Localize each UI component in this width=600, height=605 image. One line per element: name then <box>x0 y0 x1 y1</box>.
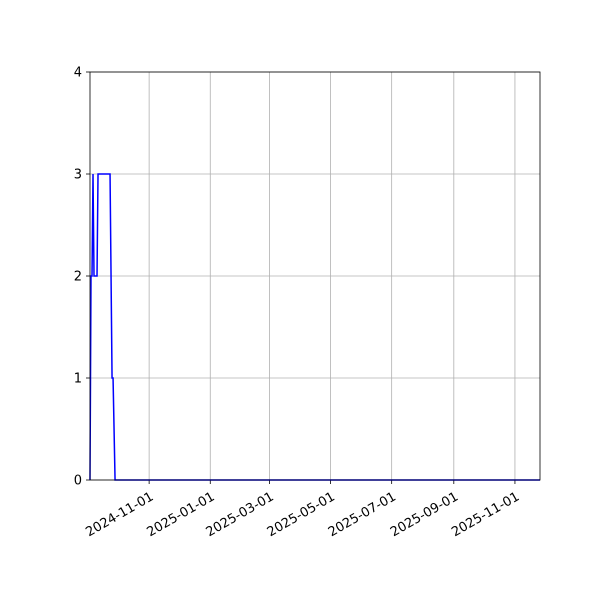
x-tick-label: 2025-07-01 <box>326 489 399 540</box>
y-tick-label: 0 <box>74 474 82 489</box>
x-tick-label: 2025-11-01 <box>449 489 522 540</box>
x-tick-label: 2025-03-01 <box>204 489 277 540</box>
y-tick-label: 4 <box>74 66 82 81</box>
x-tick-label: 2025-09-01 <box>388 489 461 540</box>
x-tick-label: 2025-05-01 <box>265 489 338 540</box>
y-tick-label: 3 <box>74 168 82 183</box>
series-line <box>89 173 540 481</box>
y-tick-label: 2 <box>74 270 82 285</box>
x-tick-label: 2024-11-01 <box>83 489 156 540</box>
y-tick-label: 1 <box>74 372 82 387</box>
plot-frame <box>89 71 541 481</box>
